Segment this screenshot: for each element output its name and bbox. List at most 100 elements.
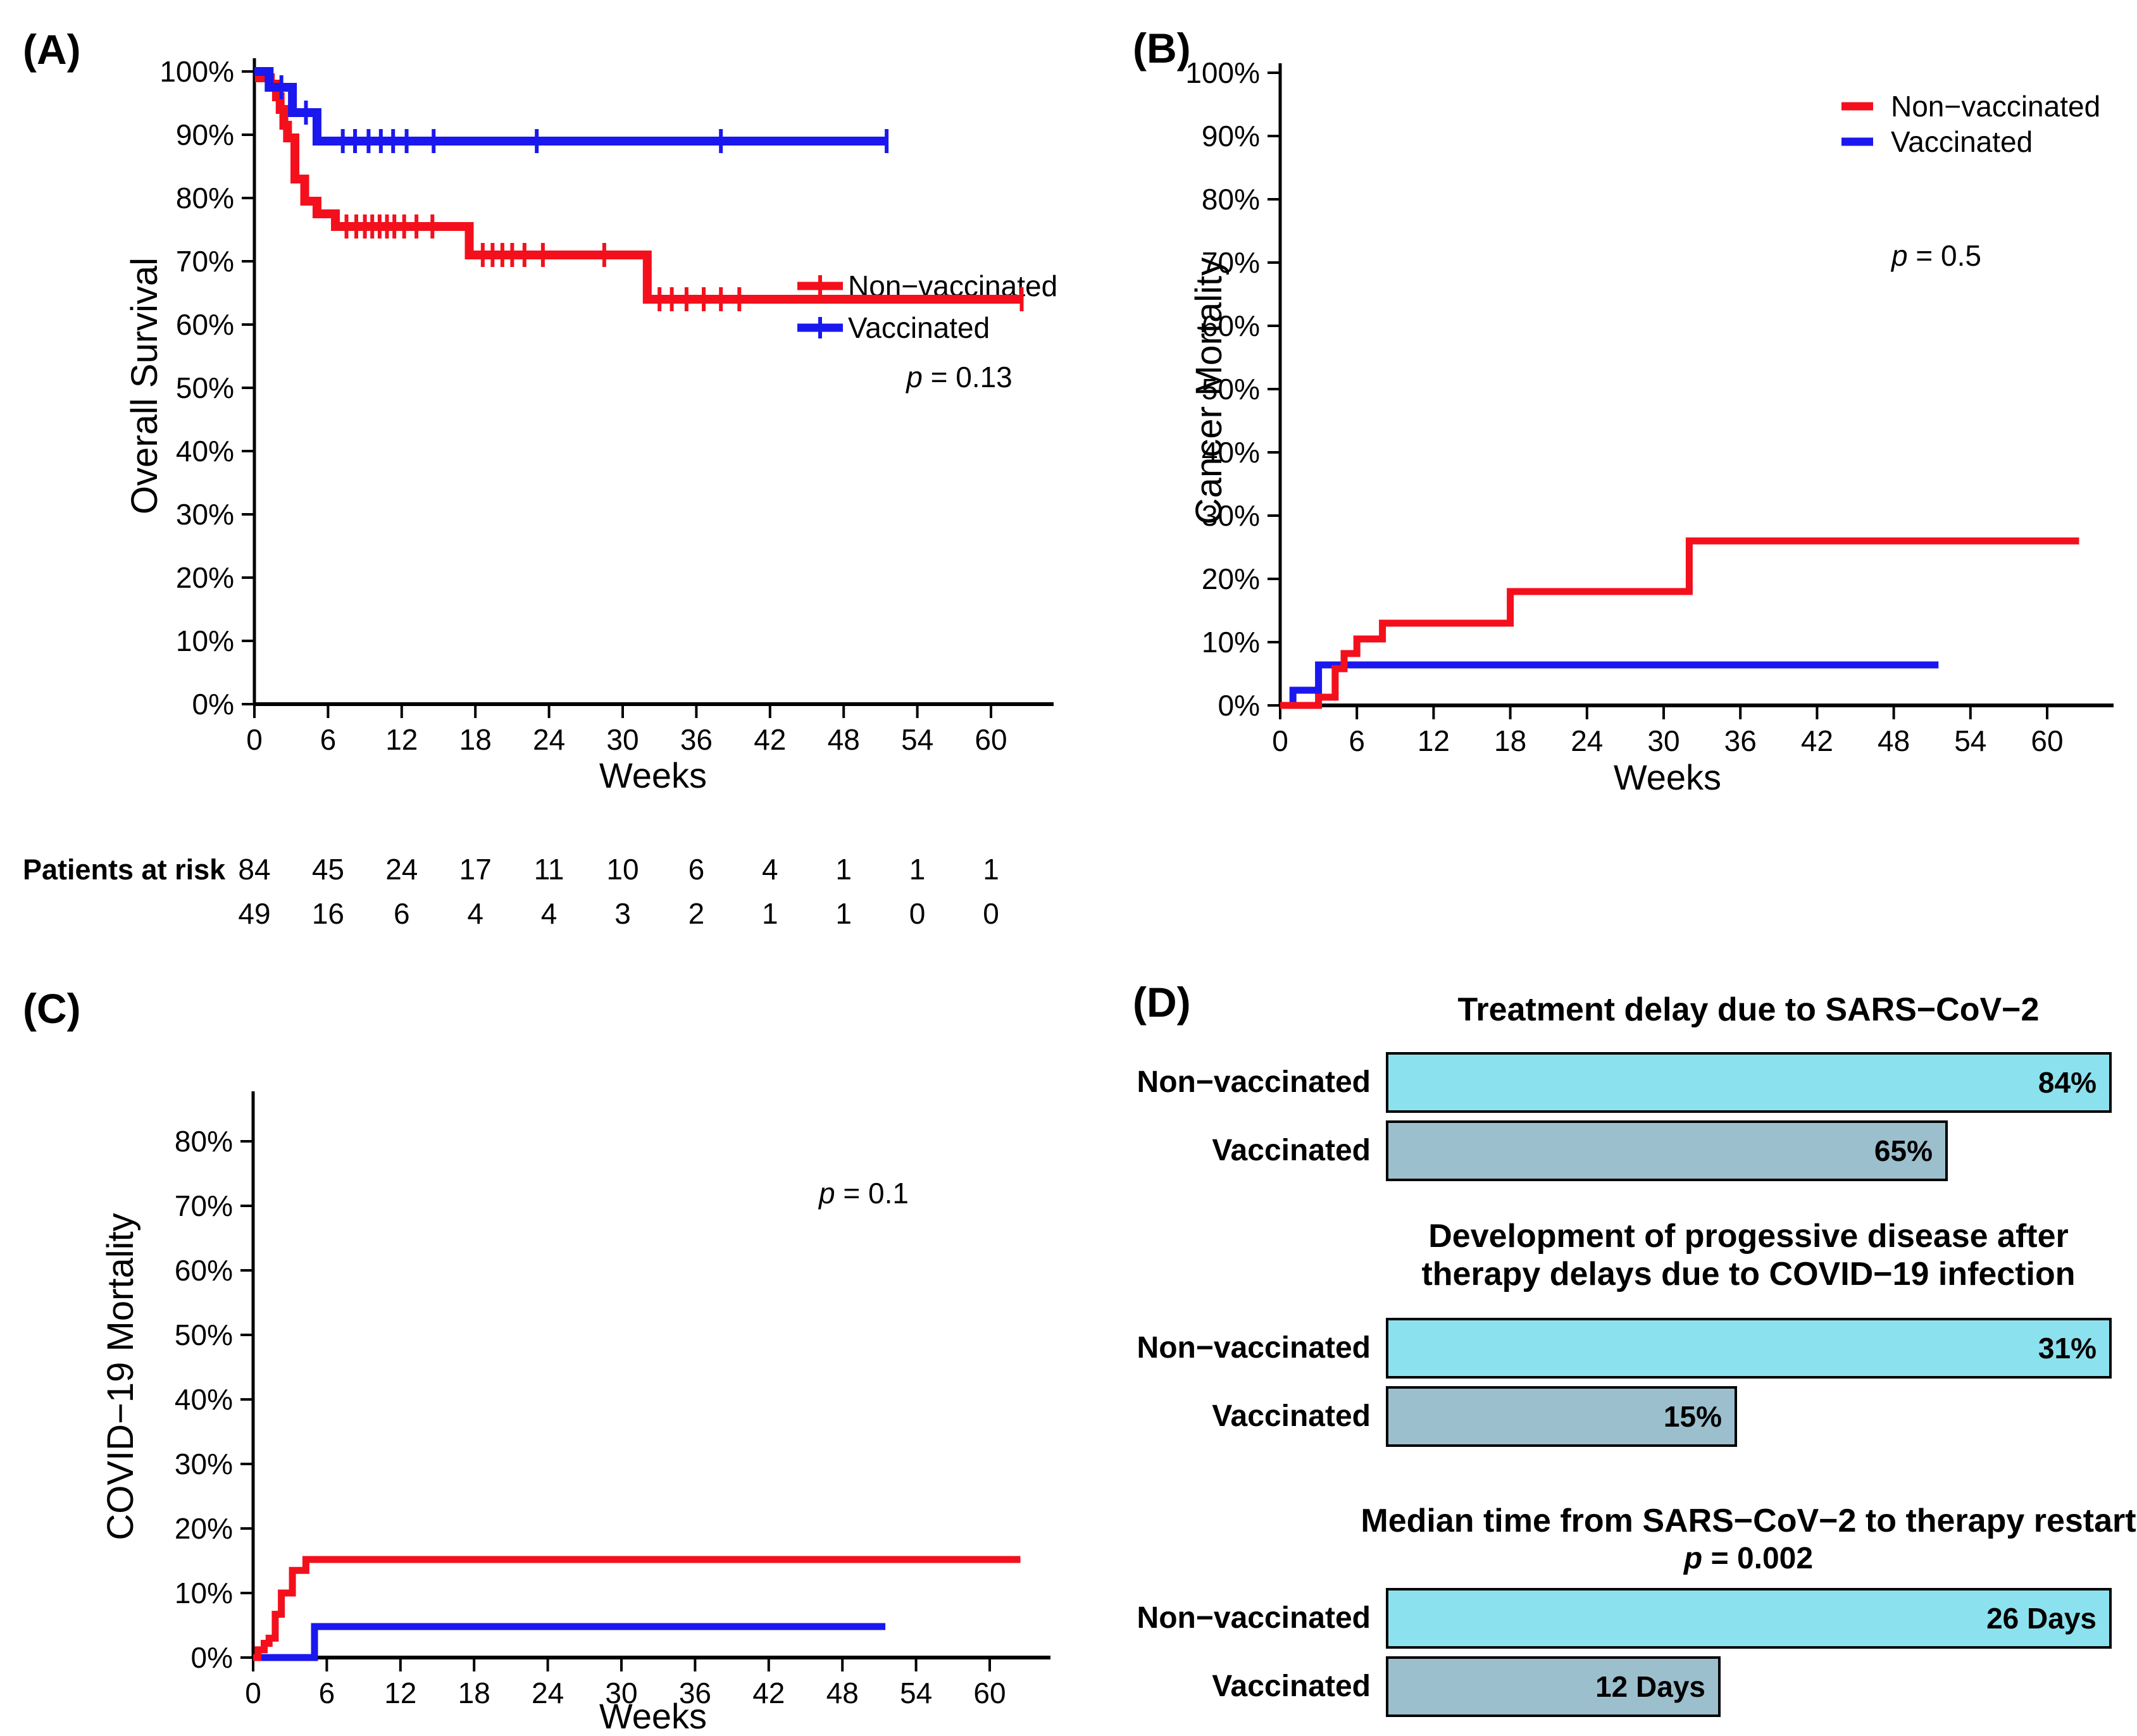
x-tick-label: 42 xyxy=(752,1677,785,1709)
x-tick-label: 24 xyxy=(532,1677,564,1709)
panel-a-label: (A) xyxy=(23,26,81,73)
y-tick-label: 100% xyxy=(159,55,234,88)
risk-count-vaccinated: 4 xyxy=(541,897,558,930)
y-tick-label: 20% xyxy=(175,1512,233,1545)
x-tick-label: 42 xyxy=(754,723,786,756)
risk-count-non-vaccinated: 6 xyxy=(688,853,705,886)
risk-count-vaccinated: 1 xyxy=(835,897,852,930)
p-value: p = 0.13 xyxy=(905,361,1012,394)
x-axis-title: Weeks xyxy=(599,755,707,795)
x-tick-label: 36 xyxy=(1724,724,1757,757)
panel-b-cancer-mortality-chart: 0% 10% 20% 30% 40% 50% 60% 70% 80% 90% 100% 0 6 12 18 2… xyxy=(1185,56,2114,797)
y-tick-label: 40% xyxy=(175,1383,233,1416)
bar-row-label-vaccinated: Vaccinated xyxy=(1212,1399,1371,1433)
y-tick-label: 40% xyxy=(176,435,234,468)
bar-group-title-line: Development of progessive disease after xyxy=(1428,1218,2069,1255)
x-axis-title: Weeks xyxy=(599,1696,707,1736)
bar-row-label-non-vaccinated: Non−vaccinated xyxy=(1137,1601,1371,1635)
risk-count-non-vaccinated: 10 xyxy=(606,853,639,886)
x-tick-label: 6 xyxy=(320,723,337,756)
risk-count-vaccinated: 6 xyxy=(394,897,410,930)
km-curve-vaccinated xyxy=(253,1623,886,1661)
risk-count-non-vaccinated: 1 xyxy=(983,853,999,886)
bar-group-p-value: p = 0.002 xyxy=(1683,1542,1814,1575)
bar-group-title-1: Treatment delay due to SARS−CoV−2 xyxy=(1274,991,2137,1029)
x-tick-label: 60 xyxy=(2031,724,2063,757)
y-tick-label: 30% xyxy=(175,1448,233,1480)
bar-row-label-non-vaccinated: Non−vaccinated xyxy=(1137,1065,1371,1099)
y-tick-label: 20% xyxy=(1202,562,1260,595)
bar-value-label: 65% xyxy=(1874,1134,1933,1167)
y-tick-label: 30% xyxy=(1202,499,1260,532)
x-tick-label: 30 xyxy=(605,1677,637,1709)
bar-vaccinated-group-2: 15% xyxy=(1386,1386,1737,1447)
y-tick-label: 50% xyxy=(1202,373,1260,406)
km-curve-non-vaccinated xyxy=(253,1556,1021,1661)
x-tick-label: 60 xyxy=(975,723,1007,756)
legend-label-non-vaccinated: Non−vaccinated xyxy=(1891,90,2100,123)
x-tick-label: 0 xyxy=(1272,724,1288,757)
risk-count-vaccinated: 16 xyxy=(312,897,344,930)
x-tick-label: 24 xyxy=(1571,724,1603,757)
panel-a-overall-survival-chart: 0%10%20%30%40%50%60%70%80%90%100%0 6 12 18 2… xyxy=(23,55,1057,930)
bar-group-title-2: Development of progessive disease after t… xyxy=(1274,1217,2137,1293)
risk-count-non-vaccinated: 17 xyxy=(459,853,492,886)
x-tick-label: 12 xyxy=(384,1677,416,1709)
y-tick-label: 80% xyxy=(176,182,234,214)
bar-group-title-line: Median time from SARS−CoV−2 to therapy r… xyxy=(1361,1503,2136,1539)
y-tick-label: 70% xyxy=(176,245,234,278)
panel-d-label: (D) xyxy=(1133,979,1191,1026)
x-tick-label: 12 xyxy=(1417,724,1450,757)
y-tick-label: 0% xyxy=(191,1641,233,1674)
risk-count-vaccinated: 0 xyxy=(983,897,999,930)
x-tick-label: 30 xyxy=(1647,724,1679,757)
x-tick-label: 12 xyxy=(385,723,418,756)
bar-non-vaccinated-group-2: 31% xyxy=(1386,1318,2112,1379)
x-tick-label: 36 xyxy=(679,1677,711,1709)
y-tick-label: 0% xyxy=(1218,689,1260,722)
risk-count-non-vaccinated: 1 xyxy=(835,853,852,886)
x-tick-label: 60 xyxy=(973,1677,1006,1709)
x-tick-label: 54 xyxy=(901,723,933,756)
risk-count-vaccinated: 1 xyxy=(762,897,778,930)
y-tick-label: 90% xyxy=(1202,120,1260,152)
bar-value-label: 15% xyxy=(1663,1400,1722,1433)
bar-vaccinated-group-1: 65% xyxy=(1386,1120,1948,1181)
y-tick-label: 20% xyxy=(176,561,234,594)
y-tick-label: 60% xyxy=(1202,309,1260,342)
risk-count-vaccinated: 49 xyxy=(238,897,270,930)
x-tick-label: 6 xyxy=(1349,724,1365,757)
y-tick-label: 50% xyxy=(175,1318,233,1351)
x-tick-label: 48 xyxy=(826,1677,859,1709)
y-tick-label: 40% xyxy=(1202,436,1260,469)
x-tick-label: 36 xyxy=(680,723,713,756)
bar-vaccinated-group-3: 12 Days xyxy=(1386,1656,1721,1717)
y-tick-label: 70% xyxy=(175,1189,233,1222)
risk-count-non-vaccinated: 4 xyxy=(762,853,778,886)
km-curve-non-vaccinated xyxy=(254,67,1022,304)
y-tick-label: 70% xyxy=(1202,246,1260,279)
risk-count-vaccinated: 0 xyxy=(909,897,926,930)
bar-row-label-non-vaccinated: Non−vaccinated xyxy=(1137,1331,1371,1365)
bar-group-title-3: Median time from SARS−CoV−2 to therapy r… xyxy=(1274,1502,2137,1540)
risk-count-non-vaccinated: 24 xyxy=(385,853,418,886)
x-tick-label: 30 xyxy=(606,723,639,756)
risk-count-vaccinated: 2 xyxy=(688,897,705,930)
bar-value-label: 31% xyxy=(2038,1332,2097,1365)
bar-non-vaccinated-group-1: 84% xyxy=(1386,1052,2112,1113)
bar-value-label: 84% xyxy=(2038,1066,2097,1099)
bar-value-label: 26 Days xyxy=(1986,1602,2097,1635)
y-tick-label: 10% xyxy=(176,624,234,657)
y-tick-label: 30% xyxy=(176,498,234,531)
km-curve-vaccinated xyxy=(1280,661,1939,709)
y-axis-title: Overall Survival xyxy=(124,257,165,514)
bar-group-title-line: therapy delays due to COVID−19 infection xyxy=(1421,1256,2076,1293)
bar-value-label: 12 Days xyxy=(1595,1670,1705,1703)
y-axis-title: Cancer Mortality xyxy=(1188,257,1230,524)
x-tick-label: 54 xyxy=(900,1677,932,1709)
risk-count-vaccinated: 4 xyxy=(467,897,483,930)
y-tick-label: 100% xyxy=(1185,56,1260,89)
legend-label-vaccinated: Vaccinated xyxy=(848,311,990,344)
x-tick-label: 0 xyxy=(245,1677,261,1709)
risk-count-vaccinated: 3 xyxy=(614,897,631,930)
